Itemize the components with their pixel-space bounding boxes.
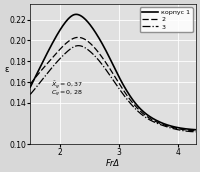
2 [77,36,80,38]
корпус 1 [180,127,182,129]
3 [180,129,182,131]
3 [128,100,130,103]
2 [128,98,131,100]
3 [195,131,197,133]
Legend: корпус 1, 2, 3: корпус 1, 2, 3 [140,7,193,32]
2 [180,128,182,130]
корпус 1 [131,98,133,100]
3 [128,101,131,103]
2 [30,82,32,84]
Text: $C_g = 0,28$: $C_g = 0,28$ [51,89,83,99]
3 [30,93,32,95]
Y-axis label: ε: ε [4,65,9,74]
корпус 1 [128,94,131,96]
корпус 1 [30,85,32,87]
Line: корпус 1: корпус 1 [30,14,196,130]
корпус 1 [195,129,197,131]
2 [29,83,31,85]
2 [169,126,172,128]
корпус 1 [29,86,31,88]
3 [77,45,80,47]
корпус 1 [128,93,130,95]
корпус 1 [75,13,77,15]
Text: $\bar{X}_g = 0,37$: $\bar{X}_g = 0,37$ [51,80,83,91]
корпус 1 [169,125,172,127]
2 [131,101,133,103]
3 [29,93,31,95]
3 [131,104,133,106]
Line: 3: 3 [30,46,196,132]
X-axis label: FrΔ: FrΔ [106,159,120,168]
2 [195,130,197,132]
Line: 2: 2 [30,37,196,131]
3 [169,127,172,129]
2 [128,97,130,99]
